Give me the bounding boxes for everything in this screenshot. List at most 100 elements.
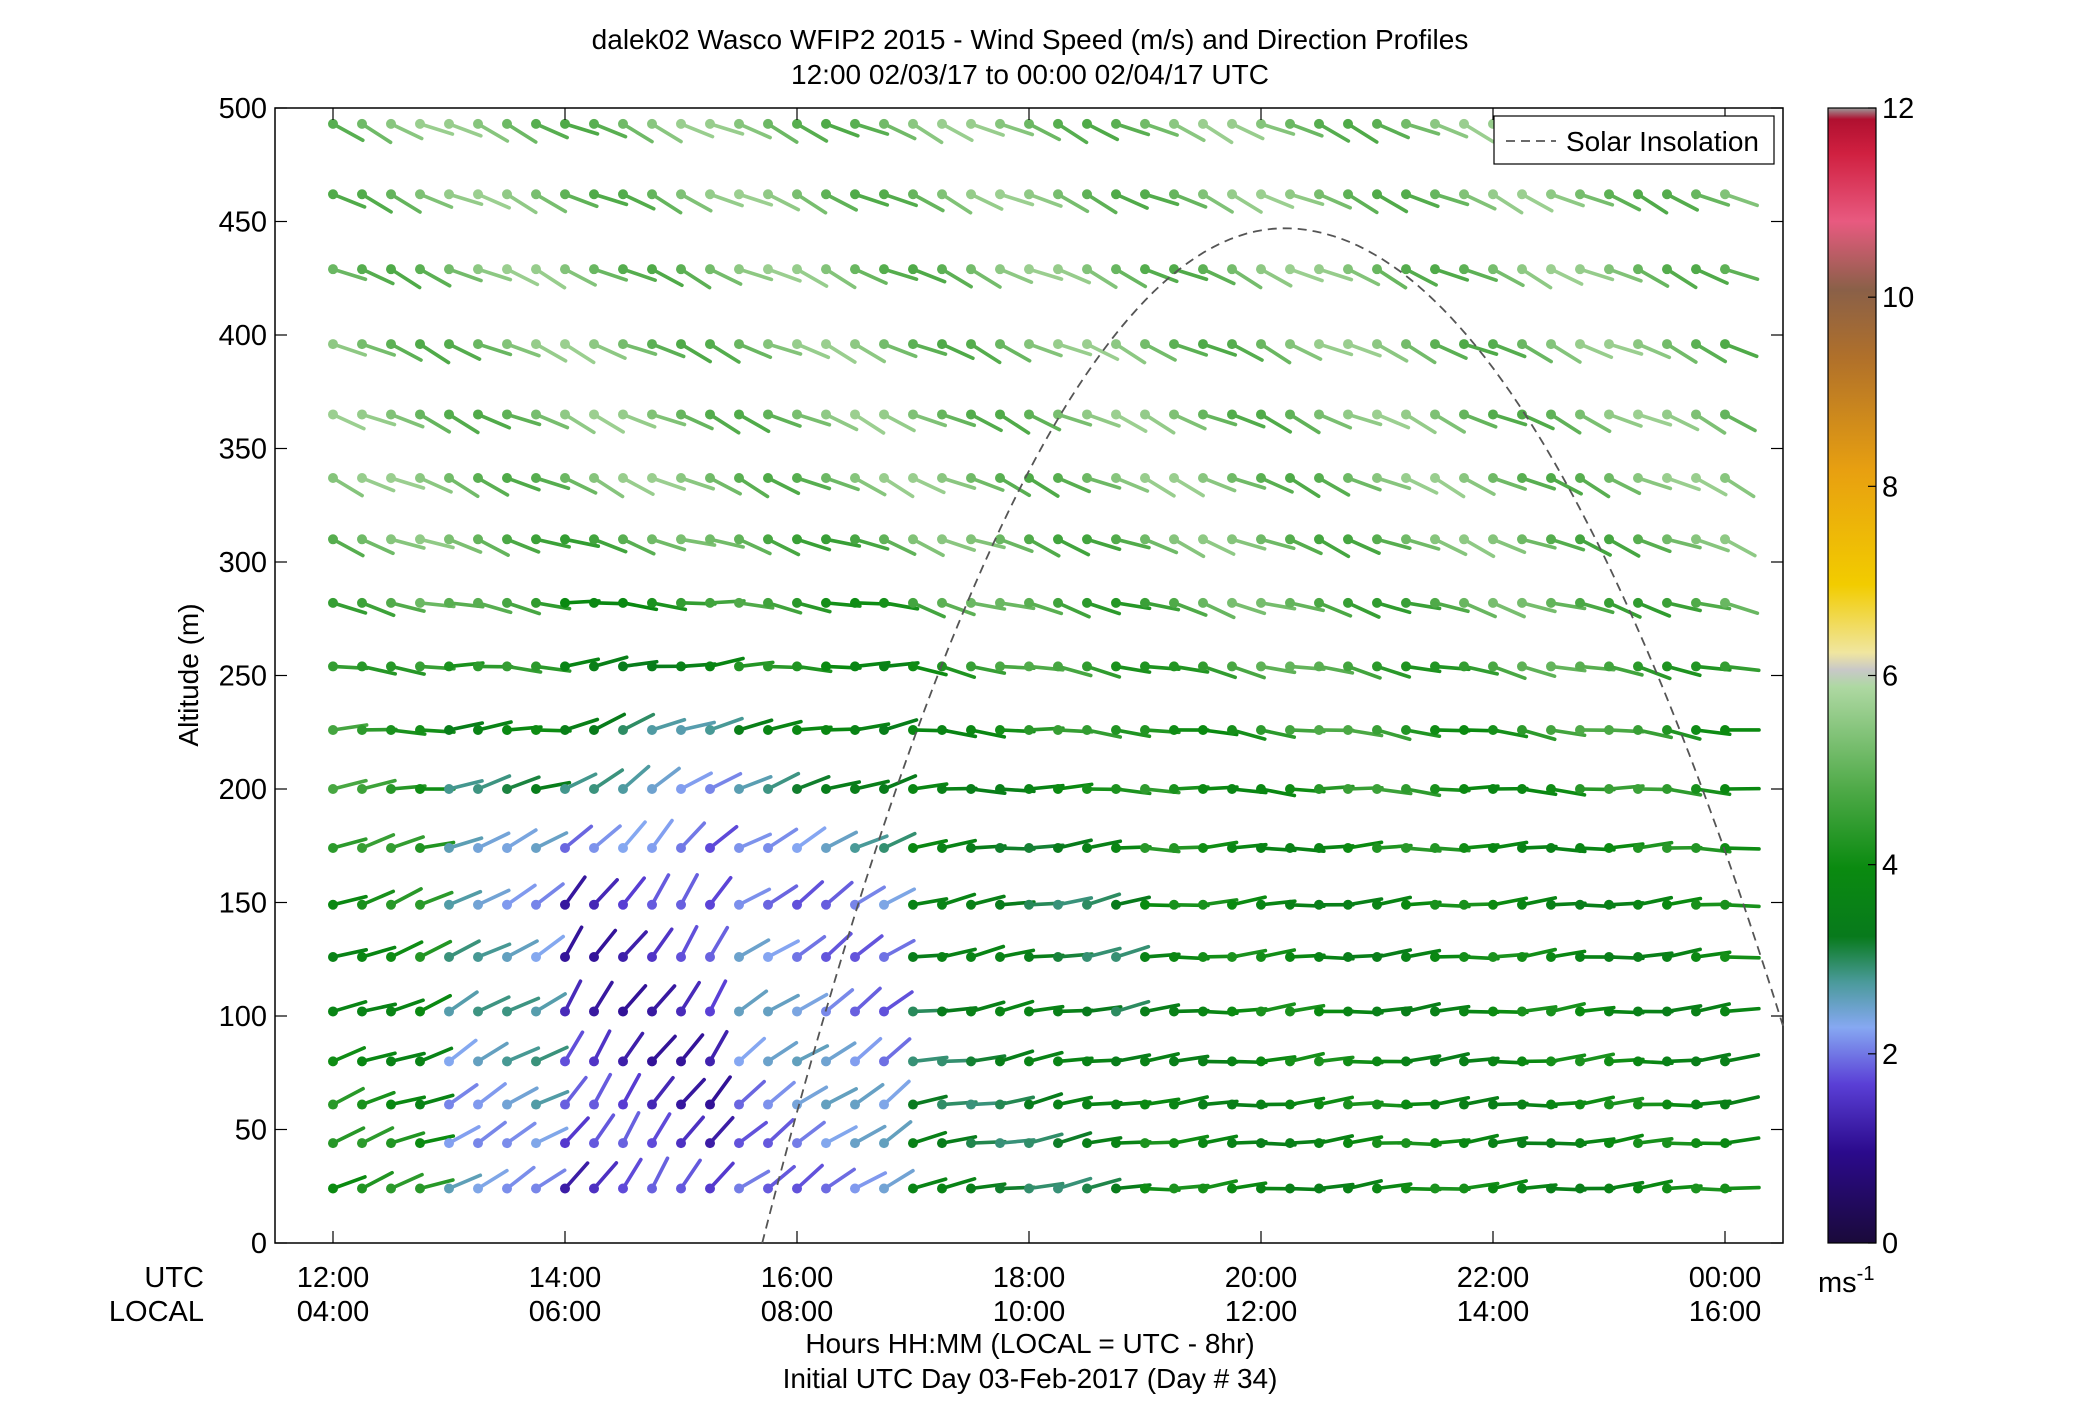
wind-barb xyxy=(969,894,1006,907)
wind-barb xyxy=(1346,601,1381,619)
wind-barb xyxy=(505,537,541,554)
wind-barb-dot xyxy=(1198,1006,1208,1017)
wind-barb-dot xyxy=(995,1138,1005,1149)
wind-barb-dot xyxy=(1575,1138,1585,1149)
wind-barb xyxy=(1056,412,1093,427)
wind-barb xyxy=(389,1131,426,1145)
wind-barb-dot xyxy=(473,473,483,484)
wind-barb xyxy=(882,342,918,359)
wind-barb-dot xyxy=(1285,339,1295,350)
wind-barb-dot xyxy=(1053,661,1063,672)
wind-barb-dot xyxy=(1314,597,1324,608)
wind-barb xyxy=(534,476,571,491)
wind-barb-dot xyxy=(589,473,599,484)
wind-barb-dot xyxy=(444,843,454,854)
wind-barb-dot xyxy=(1227,784,1237,794)
wind-barb-dot xyxy=(1691,1006,1701,1017)
wind-barb-dot xyxy=(444,661,454,672)
wind-barb-dot xyxy=(618,724,628,735)
wind-barb-dot xyxy=(908,118,918,129)
wind-barb-dot xyxy=(357,1006,367,1017)
wind-barb-dot xyxy=(1604,534,1614,545)
wind-barb-dot xyxy=(937,843,947,854)
wind-barb xyxy=(853,934,884,959)
wind-barb xyxy=(1491,664,1527,681)
wind-barb-dot xyxy=(1227,597,1237,608)
wind-barb xyxy=(1143,412,1176,435)
wind-barb-dot xyxy=(1169,899,1179,910)
wind-barb-dot xyxy=(1140,189,1150,200)
wind-barb-dot xyxy=(1343,409,1353,420)
wind-barb xyxy=(1259,728,1297,739)
wind-barb-dot xyxy=(1256,189,1266,200)
wind-barb-dot xyxy=(1662,597,1672,608)
wind-barb-dot xyxy=(328,409,338,420)
wind-barb-dot xyxy=(1633,597,1643,608)
wind-barb xyxy=(1346,1135,1384,1145)
wind-barb-dot xyxy=(908,597,918,608)
wind-barb xyxy=(650,873,671,907)
wind-barb xyxy=(1462,537,1496,559)
wind-barb xyxy=(1085,601,1122,616)
wind-barb xyxy=(621,476,655,496)
wind-barb xyxy=(476,122,510,143)
wind-barb xyxy=(1056,192,1090,214)
wind-barb-dot xyxy=(966,1183,976,1194)
wind-barb xyxy=(737,718,774,732)
wind-barb xyxy=(1288,1096,1326,1107)
wind-barb-dot xyxy=(1169,473,1179,484)
wind-barb-dot xyxy=(792,661,802,672)
wind-barb-dot xyxy=(357,189,367,200)
wind-barb xyxy=(360,1002,398,1014)
wind-barb-dot xyxy=(908,409,918,420)
y-tick-label: 100 xyxy=(219,1001,267,1033)
wind-barb xyxy=(1259,267,1293,288)
wind-barb xyxy=(1288,476,1321,499)
wind-barb xyxy=(592,928,618,959)
wind-barb xyxy=(621,764,651,791)
wind-barb-dot xyxy=(531,1099,541,1110)
wind-barb-dot xyxy=(1430,784,1440,794)
wind-barb-dot xyxy=(1024,409,1034,420)
wind-barb-dot xyxy=(1430,951,1440,962)
wind-barb-dot xyxy=(734,473,744,484)
wind-barb xyxy=(766,1080,796,1107)
wind-barb xyxy=(621,820,647,850)
wind-barb-dot xyxy=(1401,409,1411,420)
wind-barb xyxy=(911,122,944,145)
wind-barb-dot xyxy=(618,951,628,962)
wind-barb xyxy=(969,267,1002,289)
wind-barb-dot xyxy=(1053,1056,1063,1067)
wind-barb xyxy=(824,342,857,364)
wind-barb xyxy=(476,476,510,497)
wind-barb-dot xyxy=(966,661,976,672)
legend-label: Solar Insolation xyxy=(1566,126,1759,157)
wind-barb xyxy=(1375,664,1412,679)
wind-barb xyxy=(1259,948,1297,959)
wind-barb-dot xyxy=(1546,339,1556,350)
wind-barb-dot xyxy=(415,118,425,129)
wind-barb-dot xyxy=(676,1183,686,1194)
wind-barb-dot xyxy=(1082,1138,1092,1149)
wind-barb-dot xyxy=(734,534,744,545)
wind-barb xyxy=(650,818,674,850)
wind-barb xyxy=(824,988,855,1014)
wind-barb-dot xyxy=(1082,534,1092,545)
wind-barb-dot xyxy=(1517,1006,1527,1017)
wind-barb xyxy=(1491,537,1527,555)
wind-barb-dot xyxy=(821,118,831,129)
wind-barb-dot xyxy=(1227,1006,1237,1017)
wind-barb-dot xyxy=(995,597,1005,608)
wind-barb-dot xyxy=(1372,661,1382,672)
wind-barb-dot xyxy=(502,118,512,129)
x-axis-label: Hours HH:MM (LOCAL = UTC - 8hr) xyxy=(805,1328,1254,1359)
wind-barb-dot xyxy=(937,534,947,545)
wind-barb-dot xyxy=(328,1099,338,1110)
wind-barb xyxy=(476,1041,509,1064)
wind-barb xyxy=(940,728,978,739)
wind-barb-dot xyxy=(589,843,599,854)
wind-barb-dot xyxy=(328,843,338,854)
wind-barb-dot xyxy=(1053,534,1063,545)
wind-barb-dot xyxy=(1459,1183,1469,1194)
wind-barb-dot xyxy=(1604,784,1614,794)
